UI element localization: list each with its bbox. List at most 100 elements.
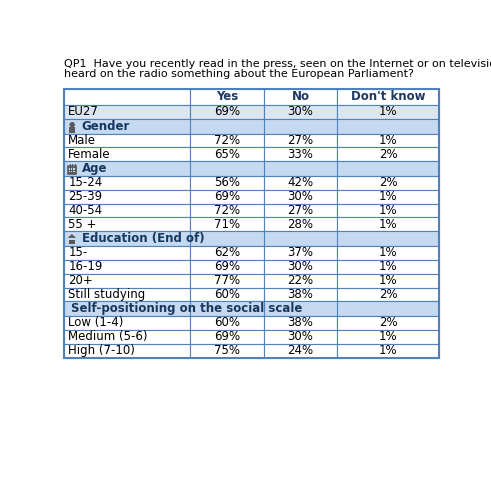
Bar	[64, 161, 439, 176]
Text: 22%: 22%	[287, 274, 314, 287]
Text: Still studying: Still studying	[68, 288, 146, 301]
Text: 38%: 38%	[288, 288, 313, 301]
Bar	[64, 89, 439, 358]
Text: 62%: 62%	[214, 246, 240, 259]
Bar	[337, 260, 439, 273]
Circle shape	[70, 122, 75, 127]
Bar	[64, 204, 190, 217]
Text: 60%: 60%	[214, 288, 240, 301]
Text: 2%: 2%	[379, 288, 397, 301]
Bar	[337, 148, 439, 161]
Bar	[64, 260, 190, 273]
Text: High (7-10): High (7-10)	[68, 344, 135, 357]
Bar	[264, 287, 337, 302]
Text: 27%: 27%	[287, 134, 314, 147]
Text: 2%: 2%	[379, 148, 397, 161]
Polygon shape	[68, 234, 76, 238]
Bar	[190, 176, 264, 190]
Bar	[64, 287, 190, 302]
Text: 1%: 1%	[379, 204, 397, 217]
Text: 20+: 20+	[68, 274, 93, 287]
Text: 1%: 1%	[379, 260, 397, 273]
Text: No: No	[292, 91, 309, 104]
Text: 25-39: 25-39	[68, 190, 103, 203]
Text: 15-: 15-	[68, 246, 87, 259]
Bar	[337, 204, 439, 217]
Text: 40-54: 40-54	[68, 204, 103, 217]
Bar	[264, 316, 337, 330]
Bar	[337, 330, 439, 344]
Bar	[190, 273, 264, 287]
Bar	[337, 287, 439, 302]
Bar	[64, 148, 190, 161]
Text: Medium (5-6): Medium (5-6)	[68, 330, 148, 343]
Text: Gender: Gender	[82, 120, 130, 133]
Bar	[68, 172, 76, 174]
Text: 69%: 69%	[214, 260, 240, 273]
Bar	[64, 330, 190, 344]
Text: Education (End of): Education (End of)	[82, 232, 204, 245]
Bar	[337, 344, 439, 358]
Bar	[264, 176, 337, 190]
Text: Age: Age	[82, 162, 107, 175]
Bar	[69, 240, 75, 244]
Text: 2%: 2%	[379, 317, 397, 330]
Text: QP1  Have you recently read in the press, seen on the Internet or on television : QP1 Have you recently read in the press,…	[64, 59, 491, 69]
Text: 28%: 28%	[287, 218, 313, 231]
Text: 1%: 1%	[379, 330, 397, 343]
Text: 1%: 1%	[379, 344, 397, 357]
Bar	[69, 127, 75, 133]
Bar	[190, 148, 264, 161]
Bar	[190, 204, 264, 217]
Text: 1%: 1%	[379, 134, 397, 147]
Bar	[64, 105, 190, 119]
Text: 1%: 1%	[379, 274, 397, 287]
Text: 55 +: 55 +	[68, 218, 97, 231]
Bar	[190, 134, 264, 148]
Bar	[337, 89, 439, 105]
Bar	[190, 330, 264, 344]
Bar	[337, 217, 439, 231]
Text: 72%: 72%	[214, 134, 240, 147]
Bar	[190, 344, 264, 358]
Text: 69%: 69%	[214, 106, 240, 119]
Bar	[337, 190, 439, 204]
Text: 1%: 1%	[379, 190, 397, 203]
Bar	[337, 134, 439, 148]
Bar	[64, 217, 190, 231]
Bar	[64, 273, 190, 287]
Text: 42%: 42%	[287, 176, 314, 189]
Bar	[264, 260, 337, 273]
Bar	[68, 166, 76, 174]
Bar	[264, 273, 337, 287]
Text: 37%: 37%	[287, 246, 313, 259]
Text: 24%: 24%	[287, 344, 314, 357]
Text: 30%: 30%	[288, 190, 313, 203]
Bar	[190, 246, 264, 260]
Bar	[337, 105, 439, 119]
Text: 60%: 60%	[214, 317, 240, 330]
Bar	[264, 246, 337, 260]
Bar	[337, 273, 439, 287]
Bar	[264, 148, 337, 161]
Bar	[190, 316, 264, 330]
Bar	[264, 89, 337, 105]
Text: Low (1-4): Low (1-4)	[68, 317, 124, 330]
Text: 69%: 69%	[214, 330, 240, 343]
Bar	[64, 176, 190, 190]
Bar	[337, 176, 439, 190]
Bar	[337, 316, 439, 330]
Text: Female: Female	[68, 148, 111, 161]
Bar	[190, 287, 264, 302]
Text: 30%: 30%	[288, 260, 313, 273]
Text: 15-24: 15-24	[68, 176, 103, 189]
Text: 1%: 1%	[379, 218, 397, 231]
Text: 75%: 75%	[214, 344, 240, 357]
Text: 27%: 27%	[287, 204, 314, 217]
Bar	[64, 316, 190, 330]
Text: 56%: 56%	[214, 176, 240, 189]
Text: 30%: 30%	[288, 106, 313, 119]
Text: 16-19: 16-19	[68, 260, 103, 273]
Bar	[264, 330, 337, 344]
Bar	[64, 231, 439, 246]
